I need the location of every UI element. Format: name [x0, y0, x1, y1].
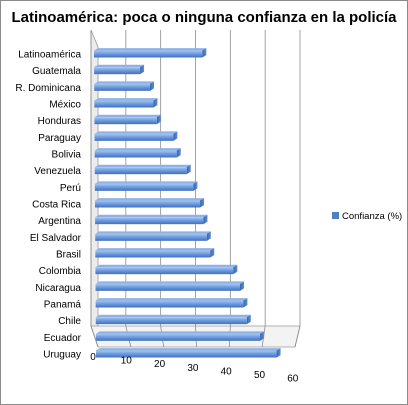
tick-label: 60 — [287, 374, 299, 385]
bar — [94, 167, 187, 175]
category-label: Ecuador — [44, 333, 82, 344]
bar-top — [95, 248, 215, 251]
bar — [94, 67, 141, 75]
bar-cap — [243, 298, 248, 308]
bar-cap — [233, 264, 238, 275]
bar — [94, 50, 203, 58]
category-label: Costa Rica — [32, 200, 81, 211]
bar-top — [95, 264, 238, 268]
category-label: Colombia — [39, 266, 82, 277]
bar-top — [95, 198, 205, 201]
bar-cap — [186, 164, 191, 175]
category-label: México — [49, 100, 81, 111]
bar-top — [94, 131, 178, 134]
gridline-floor — [294, 325, 301, 348]
bar-cap — [246, 314, 251, 325]
bar — [95, 333, 261, 341]
bar — [95, 200, 201, 208]
bar-cap — [153, 98, 158, 108]
gridline-floor — [90, 325, 99, 348]
bar-top — [94, 148, 181, 151]
bar-cap — [276, 348, 281, 358]
bar-top — [94, 114, 161, 118]
bar-cap — [173, 131, 178, 141]
bar-top — [95, 281, 245, 284]
bar-cap — [260, 331, 265, 341]
bar-top — [94, 164, 191, 168]
bar-cap — [210, 248, 215, 258]
tick-label: 0 — [90, 352, 96, 363]
legend-swatch — [332, 212, 339, 219]
bar-top — [95, 331, 265, 334]
bar — [94, 133, 174, 141]
bar — [95, 233, 207, 241]
bar — [94, 100, 154, 108]
bar-top — [94, 81, 155, 84]
bar-cap — [200, 198, 205, 208]
bar-top — [94, 48, 207, 51]
bar-top — [95, 231, 211, 234]
category-label: Honduras — [38, 116, 81, 127]
bar — [94, 150, 177, 158]
bar-top — [96, 348, 281, 351]
chart-bars — [94, 48, 281, 358]
bar-top — [94, 64, 145, 68]
bar-cap — [156, 114, 161, 125]
value-axis-labels: 0 10 20 30 40 50 60 — [90, 352, 299, 385]
bar-cap — [150, 81, 155, 91]
bar — [95, 267, 234, 275]
category-label: Guatemala — [32, 66, 81, 77]
bar — [96, 350, 277, 358]
category-axis-labels: Latinoamérica Guatemala R. Dominicana Méxic… — [15, 50, 81, 361]
category-label: Chile — [58, 316, 81, 327]
tick-label: 40 — [221, 366, 233, 377]
bar-cap — [203, 214, 208, 225]
bar-top — [94, 98, 158, 101]
category-label: Bolivia — [52, 150, 82, 161]
tick-label: 50 — [254, 370, 266, 381]
category-label: El Salvador — [30, 233, 82, 244]
legend: Confianza (%) — [332, 211, 402, 222]
tick-label: 30 — [187, 363, 199, 374]
bar-cap — [140, 64, 145, 75]
bar-cap — [240, 281, 245, 291]
bar-cap — [176, 148, 181, 158]
bar — [95, 217, 204, 225]
category-label: R. Dominicana — [15, 83, 81, 94]
category-label: Brasil — [56, 250, 81, 261]
bar-cap — [202, 48, 207, 58]
category-label: Nicaragua — [35, 283, 81, 294]
bar-cap — [206, 231, 211, 241]
bar — [94, 117, 157, 125]
tick-label: 20 — [154, 359, 166, 370]
bar-top — [95, 314, 251, 318]
category-label: Argentina — [38, 216, 81, 227]
bar-top — [95, 214, 208, 218]
category-label: Panamá — [44, 300, 82, 311]
category-label: Latinoamérica — [18, 50, 81, 61]
bar — [95, 283, 241, 291]
bar — [95, 250, 211, 258]
category-label: Venezuela — [34, 166, 81, 177]
tick-label: 10 — [121, 356, 133, 367]
bar — [95, 300, 244, 308]
bar — [94, 83, 151, 91]
bar — [95, 317, 247, 325]
chart-title: Latinoamérica: poca o ninguna confianza … — [11, 9, 397, 26]
category-label: Perú — [60, 183, 81, 194]
bar-top — [95, 298, 248, 301]
bar-cap — [193, 181, 198, 191]
bar-top — [94, 181, 198, 184]
legend-label: Confianza (%) — [342, 211, 402, 222]
category-label: Uruguay — [43, 350, 81, 361]
bar — [94, 183, 194, 191]
category-label: Paraguay — [38, 133, 81, 144]
